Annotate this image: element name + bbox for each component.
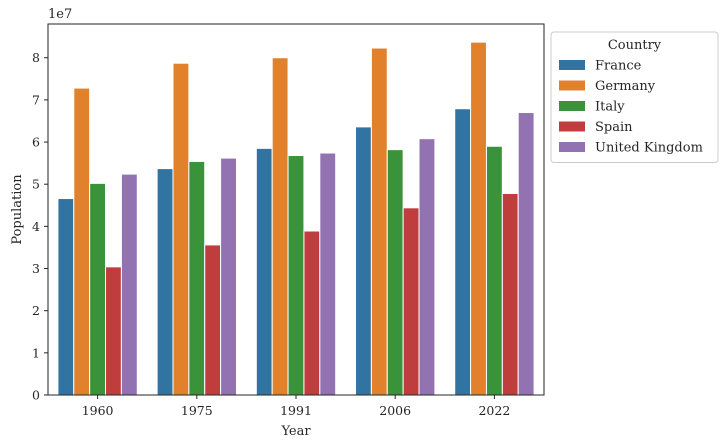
bar-spain-1991 [303, 230, 321, 396]
y-axis-label: Population [10, 174, 25, 245]
bar-united-kingdom-1991 [319, 152, 337, 396]
bar-united-kingdom-2006 [418, 138, 436, 396]
bar-germany-2006 [370, 47, 388, 396]
bar-italy-1975 [188, 160, 206, 396]
y-offset-label: 1e7 [48, 7, 72, 22]
bar-france-2006 [355, 126, 372, 396]
legend-swatch-france [559, 60, 585, 70]
bar-united-kingdom-2022 [517, 112, 535, 396]
legend-label: France [595, 59, 642, 74]
axes-layer: 0 1 2 3 4 5 6 7 8 1e7 1960 1975 1991 2006 2022 Year Popu… [10, 7, 545, 439]
bar-italy-1960 [89, 182, 107, 396]
legend-title: Country [608, 38, 662, 53]
y-tick-label: 0 [32, 388, 40, 403]
bar-germany-2022 [470, 41, 487, 396]
y-tick-label: 8 [32, 50, 40, 65]
y-tick-label: 6 [32, 135, 40, 150]
legend-swatch-germany [559, 80, 585, 91]
y-tick-label: 3 [32, 261, 40, 276]
bars-layer [57, 41, 535, 396]
bar-italy-1991 [287, 155, 305, 396]
legend-label: Italy [595, 100, 625, 115]
x-tick-label: 2006 [379, 403, 411, 418]
x-tick-label: 1960 [82, 403, 114, 418]
bar-united-kingdom-1960 [120, 173, 138, 396]
y-tick-label: 7 [32, 92, 40, 107]
x-tick-label: 1991 [280, 403, 312, 418]
legend-box [550, 31, 719, 163]
bar-italy-2006 [386, 149, 404, 396]
bar-spain-2022 [501, 192, 519, 396]
y-tick-label: 2 [32, 303, 40, 318]
x-tick-label: 2022 [478, 403, 510, 418]
x-tick-label: 1975 [181, 403, 213, 418]
bar-germany-1960 [73, 87, 91, 396]
legend-label: Germany [595, 79, 656, 94]
bar-spain-2006 [402, 207, 420, 396]
bar-france-1960 [57, 198, 75, 396]
y-tick-label: 5 [32, 177, 40, 192]
legend-swatch-italy [559, 101, 585, 111]
bar-united-kingdom-1975 [220, 157, 237, 396]
bar-spain-1975 [204, 244, 222, 396]
bar-france-2022 [454, 108, 472, 396]
x-axis-label: Year [280, 424, 311, 439]
legend-label: Spain [595, 120, 633, 135]
bar-france-1991 [255, 147, 273, 396]
legend: Country France Germany Italy Spain United Kin… [550, 31, 719, 163]
y-tick-label: 1 [32, 345, 40, 360]
bar-germany-1975 [172, 62, 190, 396]
bar-italy-2022 [485, 145, 503, 396]
bar-germany-1991 [271, 57, 289, 396]
legend-swatch-united-kingdom [559, 142, 585, 152]
bar-france-1975 [156, 168, 174, 396]
bar-spain-1960 [105, 266, 122, 396]
y-tick-label: 4 [32, 219, 40, 234]
legend-label: United Kingdom [595, 141, 703, 156]
legend-swatch-spain [559, 121, 585, 132]
